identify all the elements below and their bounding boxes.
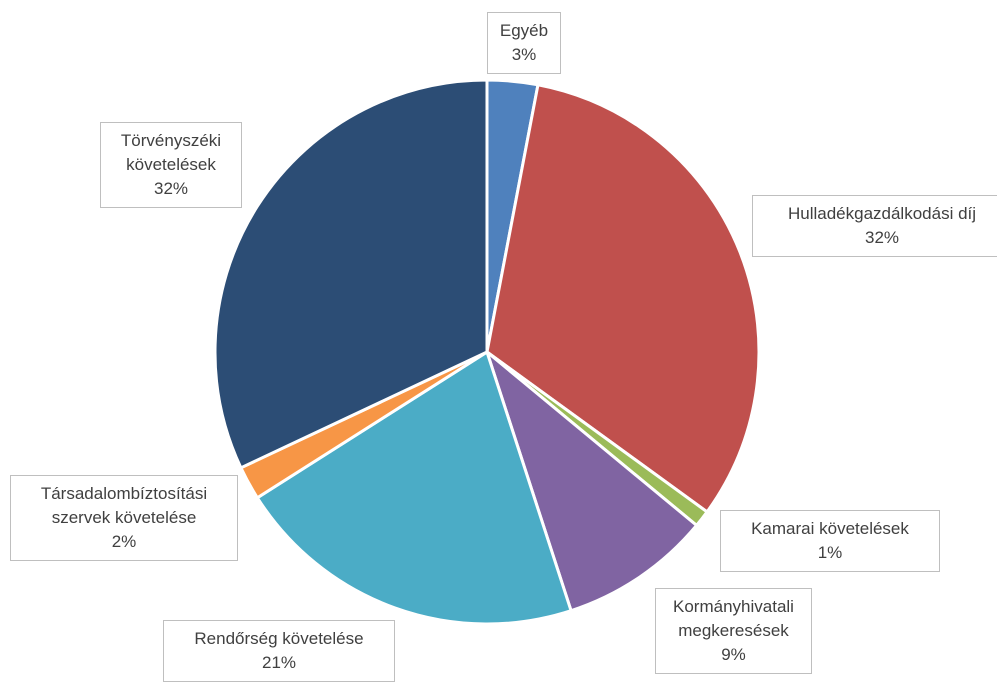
pie-slice — [485, 83, 761, 514]
category-name: Kormányhivatali megkeresések — [673, 597, 794, 640]
category-name: Kamarai követelések — [751, 519, 909, 538]
data-label: Rendőrség követelése 21% — [163, 620, 395, 682]
value-label: 21% — [261, 653, 297, 672]
data-label: Hulladékgazdálkodási díj 32% — [752, 195, 997, 257]
value-label: 32% — [153, 179, 189, 198]
category-name: Társadalombíztosítási szervek követelése — [40, 484, 208, 527]
value-label: 1% — [817, 543, 843, 562]
value-label: 3% — [511, 45, 537, 64]
pie-slice — [483, 347, 699, 613]
data-label: Kamarai követelések 1% — [720, 510, 940, 572]
data-label: Törvényszéki követelések 32% — [100, 122, 242, 208]
data-label: Társadalombíztosítási szervek követelése… — [10, 475, 238, 561]
category-name: Hulladékgazdálkodási díj — [787, 204, 977, 223]
value-label: 2% — [111, 532, 137, 551]
pie-slice — [213, 78, 489, 470]
data-label: Kormányhivatali megkeresések 9% — [655, 588, 812, 674]
value-label: 32% — [864, 228, 900, 247]
category-name: Törvényszéki követelések — [120, 131, 222, 174]
value-label: 9% — [721, 645, 746, 664]
category-name: Egyéb — [499, 21, 549, 40]
pie-slice — [255, 349, 573, 626]
category-name: Rendőrség követelése — [194, 629, 364, 648]
data-label: Egyéb 3% — [487, 12, 561, 74]
